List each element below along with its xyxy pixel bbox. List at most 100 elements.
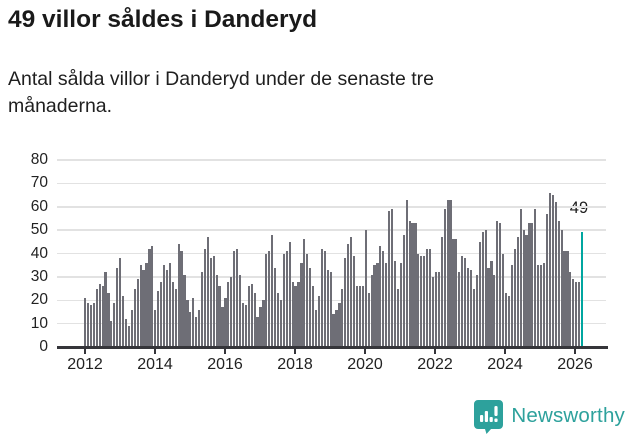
- y-tick-label: 80: [30, 151, 48, 168]
- bar: [177, 244, 180, 347]
- bar: [417, 253, 420, 347]
- bar: [195, 316, 198, 347]
- bar: [320, 248, 323, 347]
- bar: [253, 293, 256, 347]
- newsworthy-logo: Newsworthy: [473, 398, 625, 434]
- bar: [306, 253, 309, 347]
- x-tick: [504, 348, 506, 354]
- x-tick-label: 2022: [417, 356, 453, 373]
- bar: [350, 237, 353, 347]
- bar: [133, 288, 136, 347]
- newsworthy-wordmark: Newsworthy: [511, 404, 625, 427]
- bar: [282, 253, 285, 347]
- bar: [218, 286, 221, 347]
- bar: [408, 220, 411, 347]
- bar: [198, 309, 201, 347]
- bar: [233, 251, 236, 347]
- bar: [238, 274, 242, 347]
- bar: [256, 316, 259, 347]
- x-tick-label: 2026: [557, 356, 593, 373]
- bar: [551, 195, 554, 347]
- bar: [244, 304, 247, 347]
- x-tick: [434, 348, 436, 354]
- bar: [224, 297, 227, 347]
- bar: [335, 309, 338, 347]
- bar: [469, 269, 473, 347]
- bar: [458, 272, 461, 347]
- bar: [431, 276, 435, 347]
- bar: [446, 199, 449, 347]
- bar: [545, 213, 549, 347]
- bar: [271, 234, 274, 347]
- bar: [428, 248, 432, 347]
- bar: [165, 269, 169, 347]
- bar: [312, 286, 315, 347]
- bar: [262, 300, 265, 347]
- bar: [487, 267, 490, 347]
- bar: [309, 267, 312, 347]
- x-tick-label: 2012: [67, 356, 103, 373]
- y-tick-label: 0: [39, 338, 48, 355]
- bar: [540, 265, 543, 347]
- bar: [160, 281, 163, 347]
- bar: [563, 251, 566, 347]
- x-tick-label: 2018: [277, 356, 313, 373]
- bar: [548, 192, 552, 347]
- bar: [186, 300, 189, 347]
- bar: [396, 288, 399, 347]
- bar: [95, 288, 98, 347]
- highlight-bar: [580, 232, 584, 347]
- bar: [200, 272, 204, 347]
- bar: [367, 293, 370, 347]
- bar: [227, 281, 230, 347]
- bar: [443, 209, 446, 347]
- y-tick-label: 20: [30, 291, 48, 309]
- bar: [276, 293, 280, 347]
- bar: [566, 251, 569, 347]
- bar: [329, 272, 332, 347]
- bar: [300, 262, 303, 347]
- bar: [347, 244, 350, 347]
- bar: [385, 262, 388, 347]
- bar: [522, 230, 525, 347]
- gridline: [57, 206, 606, 208]
- y-tick-label: 60: [30, 197, 48, 215]
- bar: [326, 269, 329, 347]
- x-tick-label: 2020: [347, 356, 383, 373]
- bar: [116, 267, 119, 347]
- bar: [189, 311, 192, 347]
- bar: [434, 272, 437, 347]
- bar: [440, 237, 443, 347]
- bar: [98, 283, 101, 347]
- x-tick-label: 2024: [487, 356, 523, 373]
- bar: [554, 202, 557, 347]
- bar: [323, 251, 326, 347]
- bar: [484, 230, 487, 347]
- bar: [297, 281, 300, 347]
- bar: [209, 258, 212, 347]
- bar: [89, 304, 93, 347]
- bar: [279, 300, 283, 347]
- bar: [414, 223, 417, 347]
- bar: [241, 302, 245, 347]
- bar: [288, 241, 291, 347]
- bar: [344, 258, 347, 347]
- bar: [86, 302, 90, 347]
- bar: [578, 281, 581, 347]
- bar: [206, 237, 209, 347]
- bar: [475, 274, 478, 347]
- bar: [504, 293, 508, 347]
- gridline: [57, 229, 606, 231]
- bar: [192, 297, 195, 347]
- x-tick: [364, 348, 366, 354]
- bar: [572, 279, 575, 347]
- x-tick-label: 2016: [207, 356, 243, 373]
- bar: [569, 272, 572, 347]
- bar: [452, 239, 455, 347]
- gridline: [57, 182, 606, 185]
- bar: [285, 251, 288, 347]
- bar: [382, 251, 385, 347]
- bar: [338, 302, 341, 347]
- bar: [528, 223, 531, 347]
